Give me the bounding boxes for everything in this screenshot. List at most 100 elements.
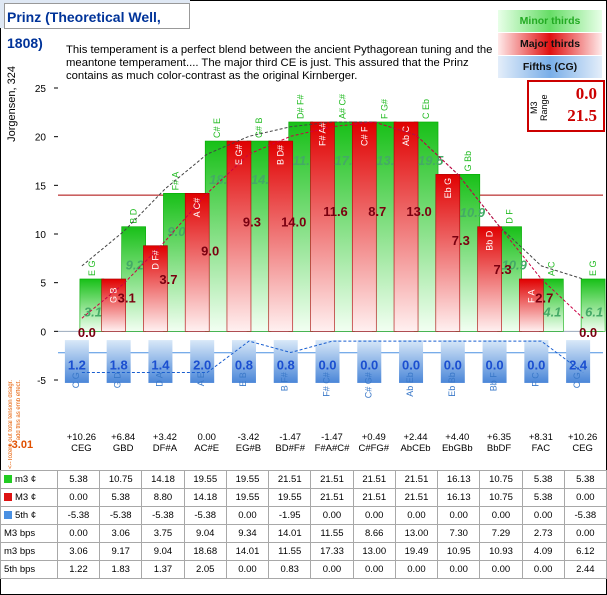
fifth-bar xyxy=(357,340,382,383)
fifth-value-label: 2.0 xyxy=(193,357,211,372)
table-cell: 14.18 xyxy=(141,470,185,489)
table-cell: 11.55 xyxy=(310,524,354,543)
major-third-value-label: 3.1 xyxy=(118,291,136,306)
major-third-bar xyxy=(393,121,419,332)
chart-title: Prinz (Theoretical Well, 1808) xyxy=(4,3,190,51)
table-cell: 0.00 xyxy=(310,506,354,525)
table-cell: 10.93 xyxy=(479,542,523,561)
y-tick-label: 10 xyxy=(35,230,47,241)
column-header: +6.35 BbDF xyxy=(478,432,521,454)
m3-range-max: 21.5 xyxy=(567,106,597,125)
column-header: 0.00 AC#E xyxy=(185,432,228,454)
major-third-note: E G# xyxy=(234,145,244,166)
major-third-note: F# A# xyxy=(318,122,328,146)
minor-third-note: A# C# xyxy=(338,94,348,119)
column-header-offset: +0.49 xyxy=(361,432,386,443)
fifth-bar xyxy=(399,340,424,383)
minor-third-note: F G# xyxy=(379,99,389,119)
table-cell: 13.00 xyxy=(352,542,396,561)
major-third-note: C E xyxy=(568,314,578,329)
major-third-bar xyxy=(143,245,168,332)
row-label: 5th bps xyxy=(0,560,58,579)
table-cell: 0.00 xyxy=(56,524,101,543)
major-third-value-label: 11.6 xyxy=(323,204,348,219)
table-cell: 0.00 xyxy=(394,560,439,579)
minor-third-note: D F xyxy=(505,209,515,224)
minor-third-bar xyxy=(580,278,606,332)
table-cell: -5.38 xyxy=(563,506,607,525)
table-cell: 9.17 xyxy=(99,542,143,561)
minor-third-bar xyxy=(79,278,105,332)
table-cell: 5.38 xyxy=(563,470,607,489)
major-third-note: Bb D xyxy=(485,230,495,251)
table-cell: 0.00 xyxy=(479,560,523,579)
fifth-value-label: 0.8 xyxy=(277,357,295,372)
column-header-label: FAC xyxy=(531,443,551,454)
table-cell: 5.38 xyxy=(99,488,143,507)
fifth-bar xyxy=(273,340,298,383)
row-label-text: M3 ¢ xyxy=(15,492,37,503)
row-label: 5th ¢ xyxy=(0,506,58,525)
table-cell: 1.83 xyxy=(99,560,143,579)
minor-third-note: G# B xyxy=(254,118,264,139)
table-cell: 18.68 xyxy=(183,542,227,561)
table-cell: 21.51 xyxy=(310,488,354,507)
table-cell: 0.00 xyxy=(56,488,101,507)
column-header-offset: +10.26 xyxy=(567,432,598,443)
column-header-label: BbDF xyxy=(486,443,512,454)
table-cell: 16.13 xyxy=(437,488,481,507)
minor-third-note: C Eb xyxy=(421,99,431,119)
fifth-bar xyxy=(64,340,89,383)
column-header-offset: -1.47 xyxy=(321,432,343,443)
table-cell: 7.29 xyxy=(479,524,523,543)
minor-third-value-label: 10.9 xyxy=(460,205,486,220)
table-cell: 5.38 xyxy=(56,470,101,489)
table-row: M3 ¢ 0.00 5.38 8.80 14.18 19.55 19.55 21.51 21.5… xyxy=(0,488,607,507)
minor-third-value-label: 4.1 xyxy=(542,305,561,320)
fifth-trend-line xyxy=(81,340,584,373)
fifth-value-label: 0.0 xyxy=(527,357,545,372)
column-header-offset: -1.47 xyxy=(279,432,302,443)
row-label: M3 bps xyxy=(0,524,58,543)
minor-third-value-label: 10.9 xyxy=(502,258,528,273)
table-cell: 2.73 xyxy=(521,524,565,543)
column-header-label: GBD xyxy=(112,443,134,454)
major-third-note: F A xyxy=(526,289,536,303)
fifth-bar xyxy=(231,340,256,383)
table-cell: 9.04 xyxy=(183,524,227,543)
m3-range-min: 0.0 xyxy=(575,84,597,103)
table-cell: 19.55 xyxy=(183,470,227,489)
column-header: -1.47 BD#F# xyxy=(269,432,312,454)
table-cell: 0.00 xyxy=(310,560,354,579)
major-third-bar xyxy=(519,278,544,332)
table-row: m3 bps 3.06 9.17 9.04 18.68 14.01 11.55 17.33 13… xyxy=(0,542,607,561)
column-header: +0.49 C#FG# xyxy=(352,432,395,454)
major-third-note: C E xyxy=(67,314,77,329)
major-third-note: Ab C xyxy=(401,125,411,146)
table-cell: 1.22 xyxy=(56,560,101,579)
fifth-value-label: 0.0 xyxy=(402,357,420,372)
fifth-bar xyxy=(190,340,215,383)
row-swatch xyxy=(4,475,12,484)
column-header: +3.42 DF#A xyxy=(143,432,186,454)
table-cell: 0.00 xyxy=(437,560,481,579)
column-header: +2.44 AbCEb xyxy=(394,432,437,454)
minor-third-note: B D xyxy=(129,208,139,224)
table-cell: 21.51 xyxy=(394,488,439,507)
major-third-value-label: 2.7 xyxy=(535,291,553,306)
column-header-offset: +6.35 xyxy=(487,432,512,443)
major-third-note: B D# xyxy=(276,145,286,165)
fifth-value-label: 2.4 xyxy=(569,357,588,372)
table-cell: 9.04 xyxy=(141,542,185,561)
table-cell: 8.66 xyxy=(352,524,396,543)
major-third-bar xyxy=(184,193,210,332)
table-cell: 10.95 xyxy=(437,542,481,561)
fifth-note: C# G# xyxy=(363,372,373,398)
table-cell: 0.00 xyxy=(352,560,396,579)
table-cell: 5.38 xyxy=(521,470,565,489)
row-swatch xyxy=(4,511,12,520)
table-cell: 0.00 xyxy=(521,506,565,525)
table-row: m3 ¢ 5.38 10.75 14.18 19.55 19.55 21.51 21.51 21… xyxy=(0,470,607,489)
fifth-value-label: 0.0 xyxy=(444,357,462,372)
row-label: m3 bps xyxy=(0,542,58,561)
